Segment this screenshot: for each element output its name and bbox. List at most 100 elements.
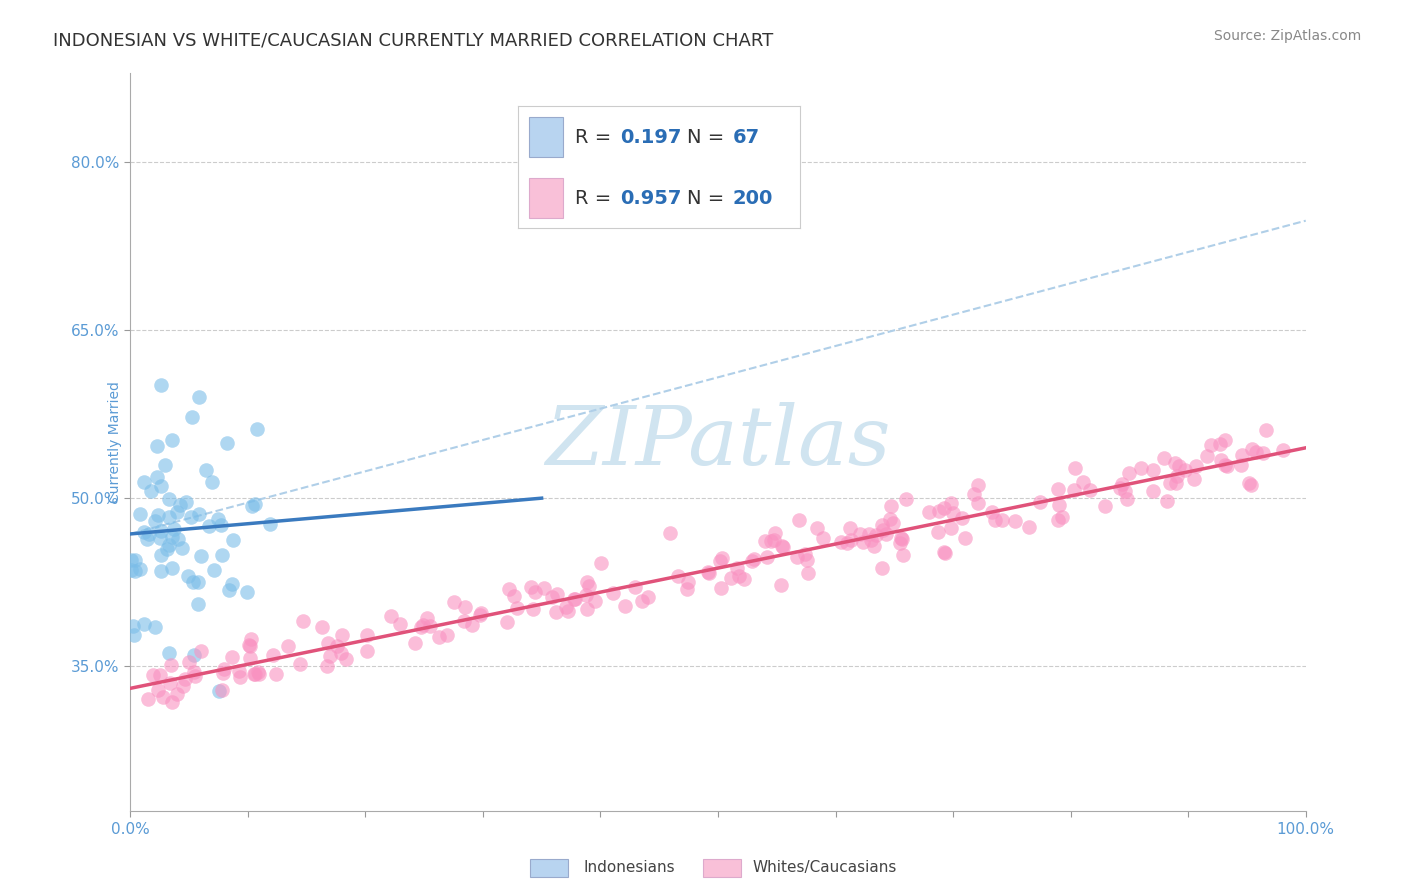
- Point: [533, 581, 555, 595]
- Point: [243, 667, 266, 681]
- Point: [169, 498, 191, 512]
- Point: [389, 616, 412, 631]
- Point: [212, 666, 235, 681]
- Point: [132, 475, 155, 489]
- Point: [212, 662, 235, 676]
- Point: [187, 574, 209, 589]
- Point: [215, 435, 238, 450]
- Point: [984, 513, 1007, 527]
- Point: [1116, 491, 1139, 506]
- Point: [246, 422, 269, 436]
- Point: [1164, 456, 1187, 470]
- Point: [202, 563, 225, 577]
- Point: [262, 648, 284, 662]
- Point: [209, 518, 232, 533]
- Point: [152, 690, 174, 705]
- Point: [356, 628, 378, 642]
- Point: [259, 516, 281, 531]
- Point: [1047, 498, 1070, 512]
- Point: [157, 492, 180, 507]
- Point: [277, 639, 299, 653]
- Text: ZIPatlas: ZIPatlas: [546, 402, 891, 483]
- Point: [541, 590, 564, 604]
- Point: [932, 544, 955, 558]
- Point: [453, 614, 475, 628]
- Point: [1129, 460, 1152, 475]
- Point: [1168, 458, 1191, 473]
- Point: [239, 651, 262, 665]
- Point: [122, 628, 145, 642]
- Point: [880, 499, 903, 513]
- Point: [160, 434, 183, 448]
- Point: [709, 553, 731, 567]
- Point: [676, 574, 699, 589]
- Point: [772, 541, 794, 555]
- Point: [498, 582, 520, 597]
- Point: [879, 511, 901, 525]
- Point: [1230, 458, 1253, 473]
- Point: [699, 566, 721, 580]
- Point: [1182, 472, 1205, 486]
- Point: [728, 568, 751, 582]
- Point: [211, 683, 233, 698]
- Point: [953, 531, 976, 545]
- Point: [264, 667, 287, 681]
- Point: [157, 538, 180, 552]
- Point: [858, 526, 880, 541]
- Point: [963, 487, 986, 501]
- Point: [1156, 494, 1178, 508]
- Point: [865, 527, 887, 541]
- Point: [1211, 453, 1233, 467]
- Point: [891, 532, 914, 546]
- Point: [1244, 445, 1267, 459]
- Point: [522, 602, 544, 616]
- Point: [201, 475, 224, 489]
- Point: [247, 665, 270, 679]
- Point: [335, 652, 357, 666]
- Point: [436, 628, 458, 642]
- Point: [128, 507, 150, 521]
- Text: Source: ZipAtlas.com: Source: ZipAtlas.com: [1213, 29, 1361, 43]
- Point: [316, 658, 339, 673]
- Point: [1239, 475, 1261, 490]
- Point: [427, 630, 450, 644]
- Point: [416, 611, 439, 625]
- Point: [720, 572, 742, 586]
- Point: [159, 675, 181, 690]
- Point: [218, 582, 240, 597]
- Point: [575, 602, 598, 616]
- Point: [222, 533, 245, 548]
- Point: [1078, 483, 1101, 498]
- Point: [1094, 499, 1116, 513]
- Point: [918, 505, 941, 519]
- Point: [770, 539, 793, 553]
- Point: [554, 600, 576, 615]
- Point: [852, 534, 875, 549]
- Point: [1201, 438, 1223, 452]
- Point: [890, 532, 912, 546]
- Point: [177, 656, 200, 670]
- Point: [221, 650, 243, 665]
- Point: [243, 667, 266, 681]
- Point: [523, 585, 546, 599]
- Point: [769, 578, 792, 592]
- Point: [658, 526, 681, 541]
- Point: [889, 536, 911, 550]
- Point: [787, 513, 810, 527]
- Point: [149, 564, 172, 578]
- Point: [181, 575, 204, 590]
- Point: [160, 657, 183, 672]
- Point: [183, 665, 205, 680]
- Point: [967, 478, 990, 492]
- Point: [1114, 483, 1136, 498]
- Point: [292, 614, 315, 628]
- Point: [150, 548, 173, 562]
- Point: [839, 521, 862, 535]
- Point: [149, 478, 172, 492]
- Point: [195, 462, 218, 476]
- Point: [870, 561, 893, 575]
- Point: [1230, 448, 1253, 462]
- Point: [122, 619, 145, 633]
- Point: [811, 531, 834, 545]
- Point: [1164, 476, 1187, 491]
